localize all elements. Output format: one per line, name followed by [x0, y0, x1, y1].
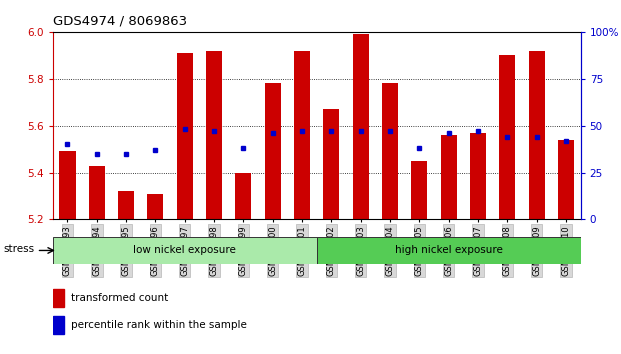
Bar	[206, 51, 222, 219]
Text: transformed count: transformed count	[71, 293, 169, 303]
Bar	[89, 166, 105, 219]
Bar	[411, 161, 427, 219]
Bar	[235, 173, 252, 219]
Bar	[324, 109, 340, 219]
Bar	[294, 51, 310, 219]
Bar	[441, 135, 456, 219]
Bar	[382, 84, 398, 219]
Bar	[147, 194, 163, 219]
Bar	[53, 289, 64, 307]
Bar	[353, 34, 369, 219]
Bar	[528, 51, 545, 219]
Bar	[53, 316, 64, 334]
Text: stress: stress	[3, 244, 34, 254]
Bar	[118, 192, 134, 219]
Bar	[177, 53, 193, 219]
Bar	[60, 152, 76, 219]
Text: low nickel exposure: low nickel exposure	[134, 245, 236, 256]
Bar	[470, 133, 486, 219]
Bar	[53, 237, 317, 264]
Bar	[558, 140, 574, 219]
Bar	[499, 55, 515, 219]
Text: percentile rank within the sample: percentile rank within the sample	[71, 320, 247, 330]
Text: GDS4974 / 8069863: GDS4974 / 8069863	[53, 14, 187, 27]
Text: high nickel exposure: high nickel exposure	[395, 245, 502, 256]
Bar	[317, 237, 581, 264]
Bar	[265, 84, 281, 219]
